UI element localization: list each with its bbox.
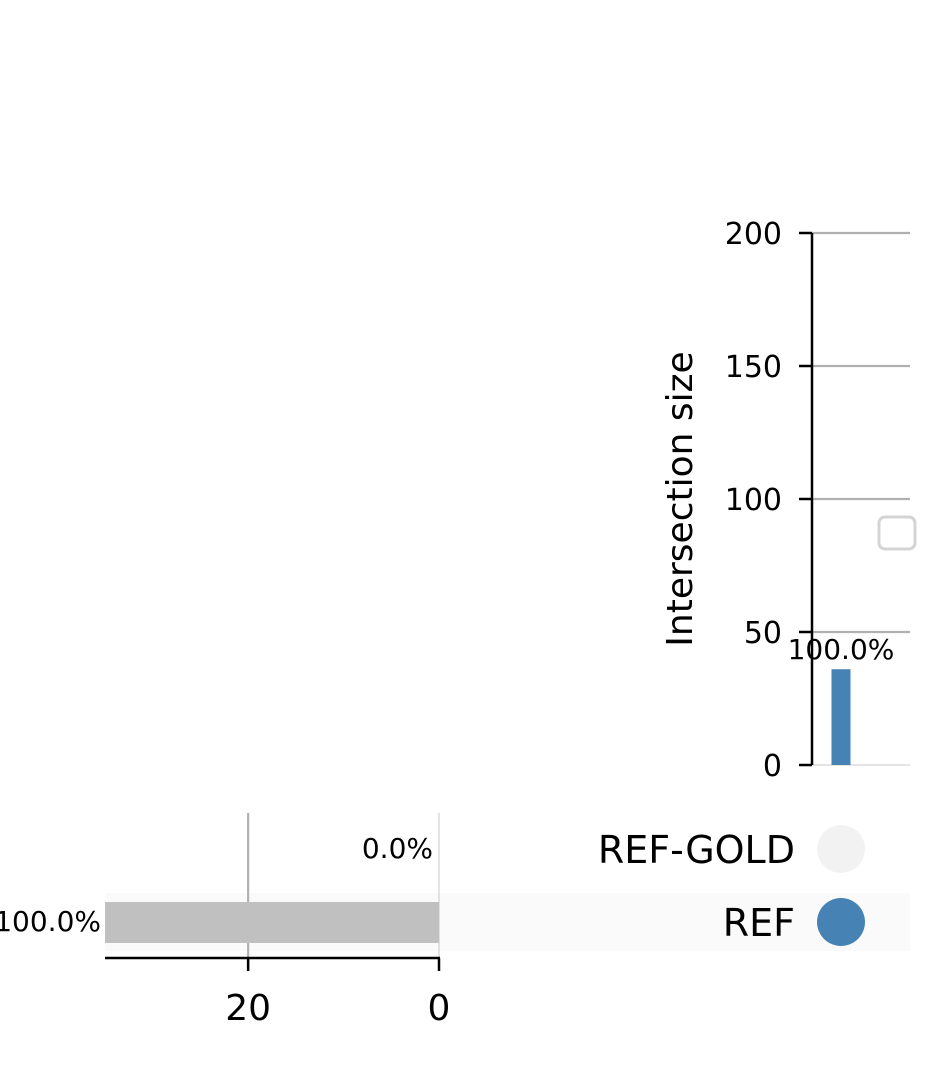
set-name-label: REF: [723, 901, 795, 945]
intersection-bars: [831, 669, 851, 765]
y-tick-label: 100: [725, 483, 782, 518]
set-names: REF-GOLD REF: [598, 828, 795, 945]
set-size-bar: [105, 902, 439, 943]
set-size-bars: [105, 902, 439, 943]
x-axis-ticks: 20 0: [225, 958, 450, 1029]
set-name-label: REF-GOLD: [598, 828, 795, 872]
matrix-dot-active: [817, 898, 865, 946]
matrix-dots: [817, 825, 865, 946]
y-tick-label: 150: [725, 350, 782, 385]
x-tick-label: 20: [225, 988, 271, 1029]
y-tick-label: 200: [725, 217, 782, 252]
set-size-bar-labels: 0.0% 100.0%: [0, 832, 433, 938]
intersection-bar-label: 100.0%: [788, 633, 895, 666]
set-size-bar-label: 100.0%: [0, 905, 101, 938]
y-tick-label: 0: [763, 749, 782, 784]
y-axis-label: Intersection size: [660, 351, 701, 646]
x-tick-label: 0: [428, 988, 451, 1029]
matrix-dot-inactive: [817, 825, 865, 873]
set-size-bar-label: 0.0%: [362, 832, 433, 865]
y-tick-label: 50: [744, 616, 782, 651]
intersection-bar: [831, 669, 851, 765]
intersection-gridlines: [812, 231, 910, 766]
legend-box: [877, 515, 917, 551]
y-axis-ticks: 0 50 100 150 200: [725, 217, 812, 784]
intersection-bar-labels: 100.0%: [788, 633, 895, 666]
